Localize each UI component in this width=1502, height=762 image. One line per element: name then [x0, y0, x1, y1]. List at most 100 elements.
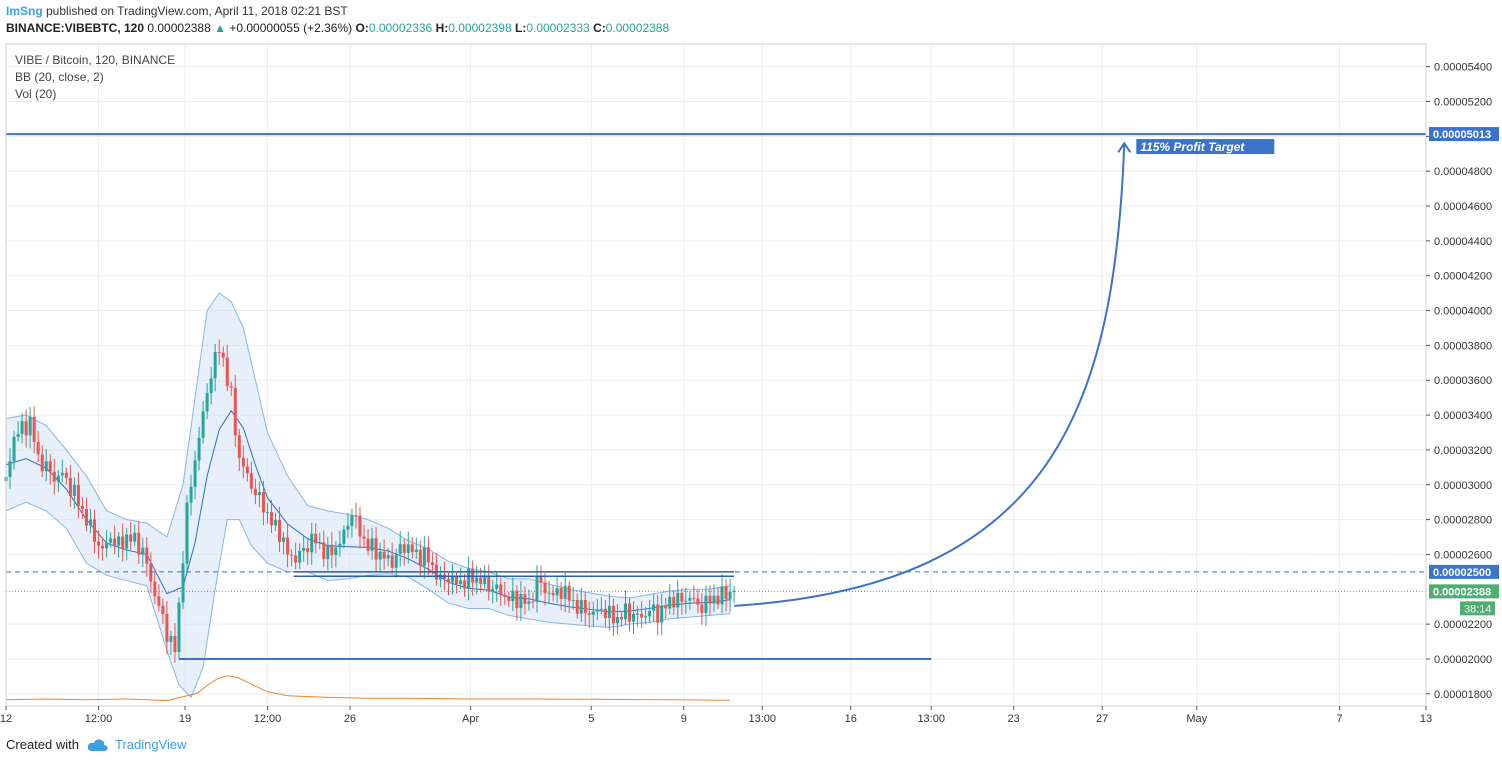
candle-body [451, 576, 455, 583]
x-tick-label: 9 [681, 713, 687, 725]
candle-body [575, 599, 579, 614]
candle-body [700, 604, 704, 614]
x-tick-label: 26 [344, 713, 356, 725]
candle-body [169, 636, 173, 642]
x-tick-label: 12 [0, 713, 12, 725]
candle-body [76, 484, 80, 506]
candle-body [306, 547, 310, 553]
x-tick-label: 19 [179, 713, 191, 725]
candle-body [68, 477, 72, 496]
candle-body [205, 393, 209, 412]
candle-body [402, 544, 406, 553]
candle-body [567, 585, 571, 601]
y-tick-label: 0.00003400 [1434, 410, 1492, 422]
candle-body [217, 352, 221, 354]
cloud-logo-icon [87, 738, 108, 751]
candle-body [342, 529, 346, 544]
candle-body [221, 352, 225, 358]
candle-body [350, 515, 354, 526]
y-tick-label: 0.00003600 [1434, 375, 1492, 387]
high-label: H: [435, 21, 449, 35]
candle-body [406, 544, 410, 553]
candle-body [712, 595, 716, 604]
candle-body [294, 555, 298, 563]
candle-body [121, 536, 125, 549]
candle-series [4, 339, 736, 663]
footer: Created with TradingView [6, 737, 187, 752]
candle-body [632, 613, 636, 622]
candle-body [623, 603, 627, 620]
candle-body [491, 588, 495, 592]
candle-body [446, 578, 450, 583]
candle-body [732, 590, 736, 592]
candle-body [117, 536, 121, 546]
candle-body [366, 538, 370, 551]
candle-body [483, 575, 487, 584]
candle-body [141, 547, 145, 555]
candle-body [354, 515, 358, 517]
candle-body [426, 547, 430, 563]
open-value: 0.00002336 [368, 21, 433, 35]
candle-body [455, 576, 459, 585]
candle-body [189, 486, 193, 503]
x-tick-label: Apr [462, 713, 479, 725]
candle-body [463, 580, 467, 589]
candle-body [422, 547, 426, 566]
candle-body [527, 601, 531, 604]
bb-lower-line [5, 501, 731, 699]
y-tick-label: 0.00004600 [1434, 201, 1492, 213]
candle-body [338, 543, 342, 548]
y-tick-label: 0.00004800 [1434, 166, 1492, 178]
high-value: 0.00002398 [448, 21, 512, 35]
candle-body [197, 437, 201, 461]
candle-body [438, 574, 442, 580]
candle-body [394, 553, 398, 568]
candle-body [728, 591, 732, 600]
candle-body [274, 519, 278, 526]
candle-body [479, 577, 483, 584]
candle-body [696, 598, 700, 605]
candle-body [233, 387, 237, 436]
candle-body [547, 592, 551, 594]
candle-body [28, 416, 32, 436]
candle-body [225, 357, 229, 387]
candle-body [101, 545, 105, 549]
plot-frame [5, 43, 1427, 707]
candle-body [519, 594, 523, 609]
profit-target-label: 115% Profit Target [1140, 140, 1245, 154]
candle-body [257, 492, 261, 496]
candle-body [177, 602, 181, 653]
publish-info: ImSng published on TradingView.com, Apri… [6, 3, 669, 20]
candle-body [603, 608, 607, 619]
y-tick-label: 0.00002600 [1434, 549, 1492, 561]
candle-body [418, 549, 422, 566]
legend-title[interactable]: VIBE / Bitcoin, 120, BINANCE [15, 53, 176, 67]
tradingview-link[interactable]: TradingView [114, 737, 187, 752]
candle-body [314, 533, 318, 544]
candle-body [636, 613, 640, 615]
y-tick-label: 0.00002800 [1434, 515, 1492, 527]
candle-body [249, 473, 253, 489]
y-tick-label: 0.00003800 [1434, 340, 1492, 352]
x-tick-label: 7 [1336, 713, 1342, 725]
author-link[interactable]: ImSng [6, 4, 43, 18]
volume-ma-line [5, 675, 731, 702]
candle-body [692, 597, 696, 599]
candle-body [595, 609, 599, 612]
y-tick-label: 0.00005400 [1434, 62, 1492, 74]
candle-body [628, 603, 632, 622]
candle-body [551, 592, 555, 596]
legend-vol[interactable]: Vol (20) [15, 87, 57, 101]
target-price-tag: 0.00005013 [1433, 129, 1491, 141]
candle-body [278, 519, 282, 542]
candle-body [652, 604, 656, 611]
candle-body [80, 505, 84, 509]
candle-body [310, 533, 314, 553]
candle-body [84, 508, 88, 526]
candle-body [358, 515, 362, 537]
legend-bb[interactable]: BB (20, close, 2) [15, 70, 104, 84]
y-tick-label: 0.00005200 [1434, 96, 1492, 108]
close-value: 0.00002388 [605, 21, 670, 35]
candle-body [201, 411, 205, 438]
